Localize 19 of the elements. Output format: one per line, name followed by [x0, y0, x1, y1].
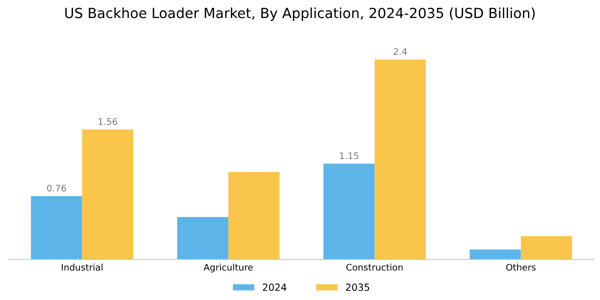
- chart-title: US Backhoe Loader Market, By Application, 2024-2035 (USD Billion): [65, 8, 535, 21]
- bar: [82, 130, 134, 260]
- x-tick-label: Others: [506, 264, 536, 271]
- x-tick-label: Industrial: [62, 264, 102, 271]
- bar: [177, 217, 228, 260]
- bar: [374, 60, 426, 260]
- data-label: 0.76: [47, 184, 66, 192]
- x-tick-label: Construction: [346, 264, 403, 271]
- bar: [228, 172, 280, 260]
- data-label: 2.4: [394, 48, 407, 55]
- bar: [323, 164, 375, 260]
- bar: [470, 250, 521, 260]
- data-label: 1.56: [98, 118, 118, 125]
- x-tick-label: Agriculture: [204, 264, 253, 272]
- bar: [30, 196, 82, 260]
- bar: [520, 236, 572, 260]
- legend-label: 2035: [346, 284, 370, 291]
- data-label: 1.15: [340, 152, 358, 160]
- legend-label: 2024: [262, 284, 286, 291]
